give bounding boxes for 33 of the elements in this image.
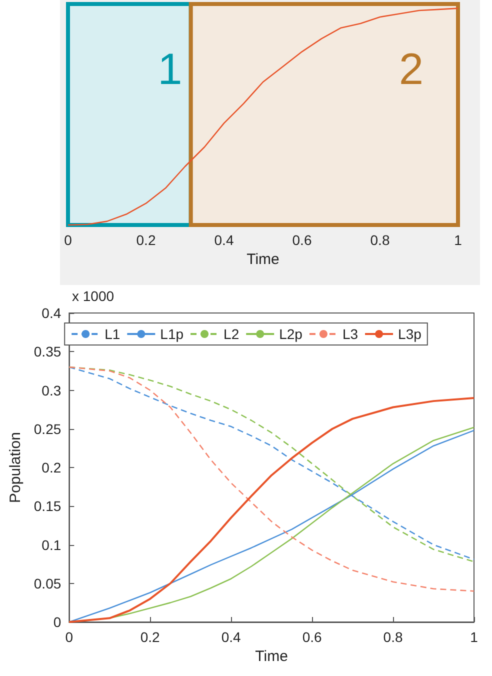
legend-label: L2 — [224, 326, 240, 342]
legend-label: L1 — [104, 326, 120, 342]
y-tick-label: 0.1 — [42, 536, 62, 553]
x-tick-label: 0 — [64, 232, 72, 248]
x-tick-label: 0.2 — [140, 629, 160, 645]
x-tick-label: 1 — [470, 629, 478, 645]
y-tick-label: 0.4 — [42, 305, 62, 321]
y-tick-label: 0.25 — [34, 420, 62, 437]
legend-label: L3 — [342, 326, 358, 342]
x-axis-title: Time — [246, 250, 280, 268]
x-tick-label: 0.6 — [302, 629, 322, 645]
x-axis-title: Time — [255, 648, 288, 665]
band-label: 2 — [398, 45, 424, 94]
x-tick-label: 0.8 — [383, 629, 403, 645]
x-tick-label: 0.2 — [136, 232, 156, 248]
x-tick-label: 0.4 — [214, 232, 234, 248]
band-label: 1 — [158, 45, 182, 94]
x-tick-label: 0.8 — [370, 232, 390, 248]
y-tick-label: 0.05 — [34, 575, 62, 592]
y-tick-label: 0.3 — [42, 382, 62, 398]
y-tick-label: 0.15 — [34, 498, 62, 514]
text: x 1000 — [72, 288, 114, 304]
x-tick-label: 0.4 — [221, 629, 242, 645]
legend-label: L3p — [398, 326, 422, 342]
legend-label: L2p — [279, 326, 303, 342]
x-tick-label: 0 — [65, 629, 74, 645]
y-tick-label: 0.2 — [42, 460, 62, 476]
y-tick-label: 0.35 — [34, 344, 62, 360]
legend-label: L1p — [160, 326, 184, 342]
y-tick-label: 0 — [53, 614, 62, 630]
x-tick-label: 0.6 — [292, 232, 312, 248]
y-axis-title: Population — [7, 432, 24, 503]
x-tick-label: 1 — [454, 232, 462, 248]
